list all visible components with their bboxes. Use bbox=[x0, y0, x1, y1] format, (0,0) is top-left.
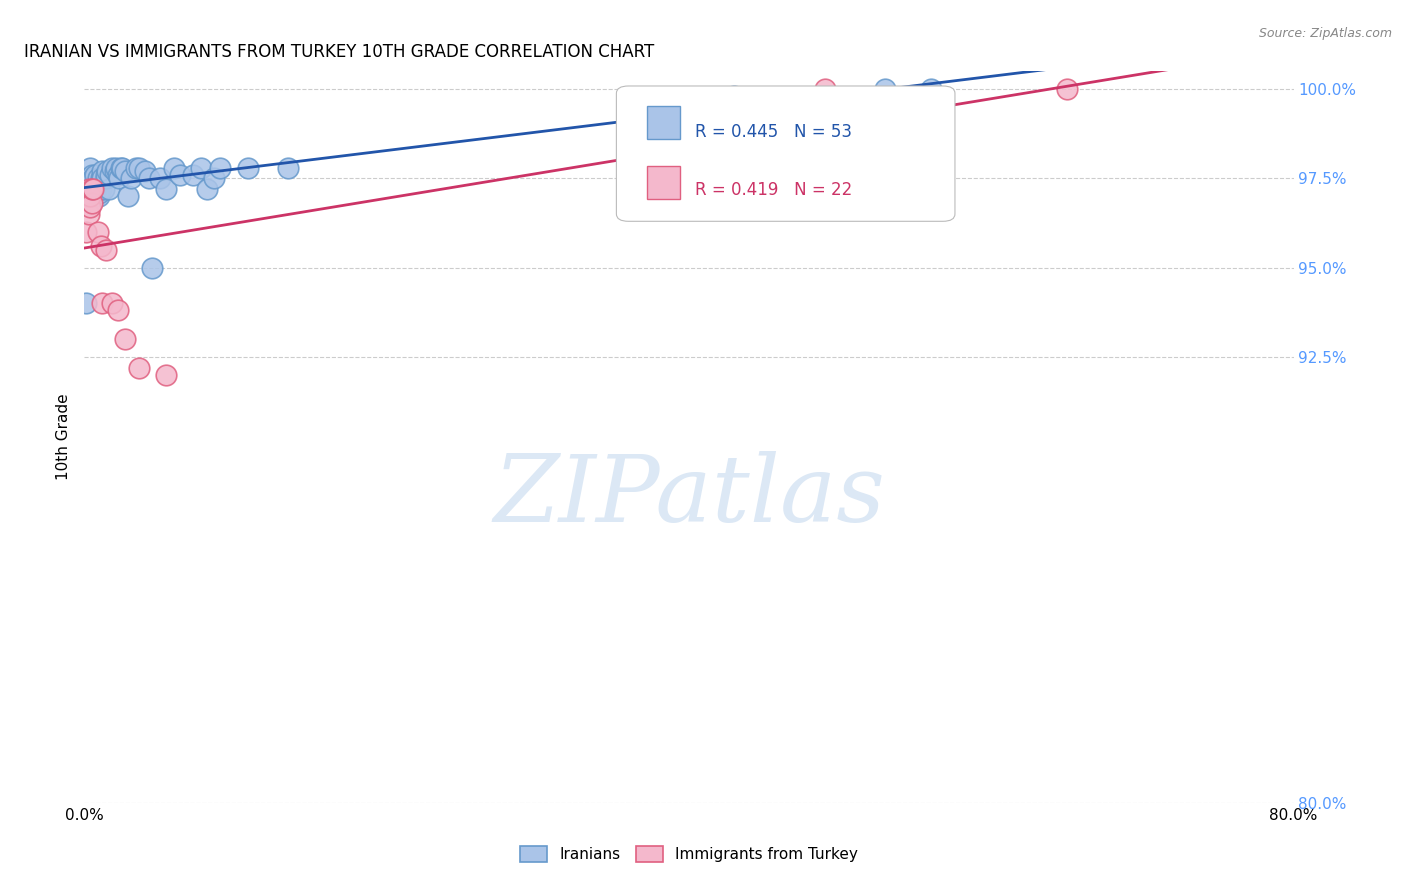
Point bbox=[209, 161, 232, 175]
Point bbox=[149, 171, 172, 186]
Point bbox=[87, 225, 110, 239]
Point bbox=[77, 171, 100, 186]
Point bbox=[111, 161, 134, 175]
Point bbox=[108, 171, 131, 186]
Point bbox=[96, 164, 118, 178]
Point bbox=[155, 368, 177, 382]
Point bbox=[91, 164, 114, 178]
Point bbox=[236, 161, 259, 175]
Point bbox=[80, 189, 103, 203]
Point bbox=[104, 164, 127, 178]
Point bbox=[84, 186, 107, 200]
Point bbox=[93, 182, 115, 196]
FancyBboxPatch shape bbox=[647, 106, 681, 138]
Point bbox=[94, 243, 117, 257]
Point bbox=[80, 196, 103, 211]
Text: Source: ZipAtlas.com: Source: ZipAtlas.com bbox=[1258, 27, 1392, 40]
Point bbox=[90, 182, 112, 196]
Point bbox=[76, 171, 98, 186]
Point bbox=[100, 161, 122, 175]
Point bbox=[77, 189, 100, 203]
Point bbox=[91, 296, 114, 310]
Point bbox=[155, 182, 177, 196]
Text: ZIPatlas: ZIPatlas bbox=[494, 450, 884, 541]
FancyBboxPatch shape bbox=[647, 167, 681, 200]
Point bbox=[94, 168, 117, 182]
Point bbox=[90, 171, 112, 186]
Point bbox=[82, 182, 104, 196]
Point bbox=[169, 168, 191, 182]
Point bbox=[80, 168, 103, 182]
FancyBboxPatch shape bbox=[616, 86, 955, 221]
Point bbox=[202, 171, 225, 186]
Point bbox=[125, 161, 148, 175]
Point bbox=[162, 161, 184, 175]
Y-axis label: 10th Grade: 10th Grade bbox=[56, 393, 72, 481]
Legend: Iranians, Immigrants from Turkey: Iranians, Immigrants from Turkey bbox=[513, 840, 865, 868]
Text: IRANIAN VS IMMIGRANTS FROM TURKEY 10TH GRADE CORRELATION CHART: IRANIAN VS IMMIGRANTS FROM TURKEY 10TH G… bbox=[24, 44, 654, 62]
Point bbox=[89, 186, 111, 200]
Point bbox=[75, 225, 97, 239]
Point bbox=[105, 161, 128, 175]
Point bbox=[114, 332, 136, 346]
Point bbox=[79, 161, 101, 175]
Point bbox=[75, 296, 97, 310]
Point bbox=[100, 296, 122, 310]
Point bbox=[128, 161, 150, 175]
Point bbox=[87, 171, 110, 186]
Point bbox=[107, 303, 129, 318]
Point bbox=[723, 89, 745, 103]
Point bbox=[86, 182, 108, 196]
Point bbox=[138, 171, 160, 186]
Point bbox=[80, 182, 103, 196]
Point bbox=[114, 164, 136, 178]
Point bbox=[875, 82, 897, 96]
Point bbox=[77, 207, 100, 221]
Point bbox=[814, 82, 837, 96]
Point bbox=[77, 182, 100, 196]
Point bbox=[89, 189, 111, 203]
Point bbox=[79, 189, 101, 203]
Point bbox=[110, 161, 132, 175]
Point bbox=[76, 189, 98, 203]
Point bbox=[128, 360, 150, 375]
Point bbox=[97, 182, 120, 196]
Text: R = 0.419   N = 22: R = 0.419 N = 22 bbox=[695, 181, 852, 199]
Point bbox=[120, 171, 142, 186]
Point bbox=[141, 260, 163, 275]
Point bbox=[277, 161, 299, 175]
Point bbox=[195, 182, 218, 196]
Point bbox=[76, 189, 98, 203]
Point bbox=[94, 171, 117, 186]
Point bbox=[134, 164, 156, 178]
Point bbox=[107, 168, 129, 182]
Point bbox=[79, 200, 101, 214]
Point bbox=[190, 161, 212, 175]
Point bbox=[1056, 82, 1078, 96]
Point bbox=[920, 82, 942, 96]
Point bbox=[181, 168, 204, 182]
Point bbox=[82, 171, 104, 186]
Point bbox=[91, 171, 114, 186]
Point bbox=[84, 168, 107, 182]
Point bbox=[86, 182, 108, 196]
Point bbox=[117, 189, 139, 203]
Text: R = 0.445   N = 53: R = 0.445 N = 53 bbox=[695, 122, 852, 141]
Point bbox=[90, 239, 112, 253]
Point bbox=[98, 168, 121, 182]
